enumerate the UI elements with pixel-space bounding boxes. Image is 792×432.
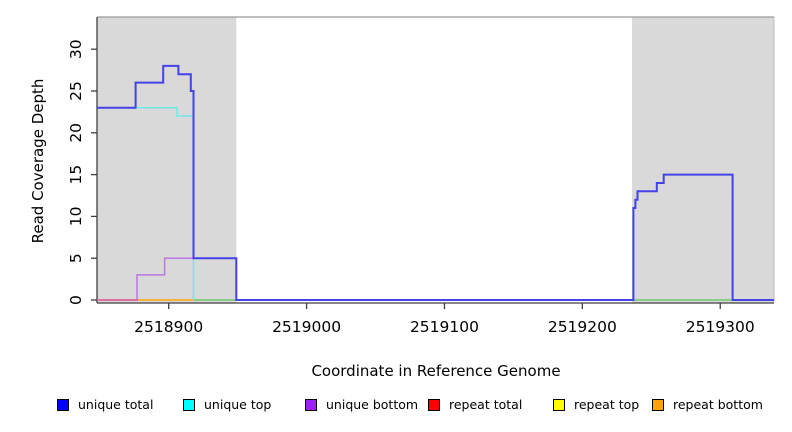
legend-item-unique-bottom: unique bottom [305,398,418,412]
legend-swatch-repeat-total [428,399,440,411]
y-tick-label: 5 [67,253,85,263]
y-tick-label: 0 [67,295,85,305]
y-tick-label: 30 [67,39,85,59]
series-unique-total [97,64,774,301]
left-shaded-region [97,17,237,303]
legend-item-repeat-total: repeat total [428,398,522,412]
x-tick-label: 2518900 [134,318,203,336]
legend-swatch-repeat-bottom [652,399,664,411]
legend-swatch-unique-top [183,399,195,411]
legend-swatch-unique-bottom [305,399,317,411]
legend-item-unique-total: unique total [57,398,153,412]
x-tick-label: 2519000 [272,318,341,336]
legend-label: unique bottom [326,397,419,412]
y-tick-label: 20 [67,123,85,143]
y-tick-label: 25 [67,81,85,101]
legend-item-repeat-bottom: repeat bottom [652,398,763,412]
coverage-plot-canvas: 2518900 2519000 2519100 2519200 2519300 0 5 10 1… [67,16,775,336]
legend-item-unique-top: unique top [183,398,271,412]
legend-label: unique total [78,397,154,412]
right-shaded-region [631,17,774,303]
x-tick-label: 2519100 [410,318,479,336]
y-axis-title: Read Coverage Depth [29,78,47,244]
legend-swatch-unique-total [57,399,69,411]
legend-label: repeat total [449,397,523,412]
x-axis-title: Coordinate in Reference Genome [311,362,561,380]
legend-label: repeat top [574,397,640,412]
x-tick-label: 2519300 [686,318,755,336]
y-tick-label: 10 [67,207,85,227]
x-tick-label: 2519200 [548,318,617,336]
y-tick-label: 15 [67,165,85,185]
legend-item-repeat-top: repeat top [553,398,639,412]
legend-label: repeat bottom [673,397,763,412]
legend: unique total unique top unique bottom repea… [0,398,792,414]
legend-swatch-repeat-top [553,399,565,411]
legend-label: unique top [204,397,272,412]
